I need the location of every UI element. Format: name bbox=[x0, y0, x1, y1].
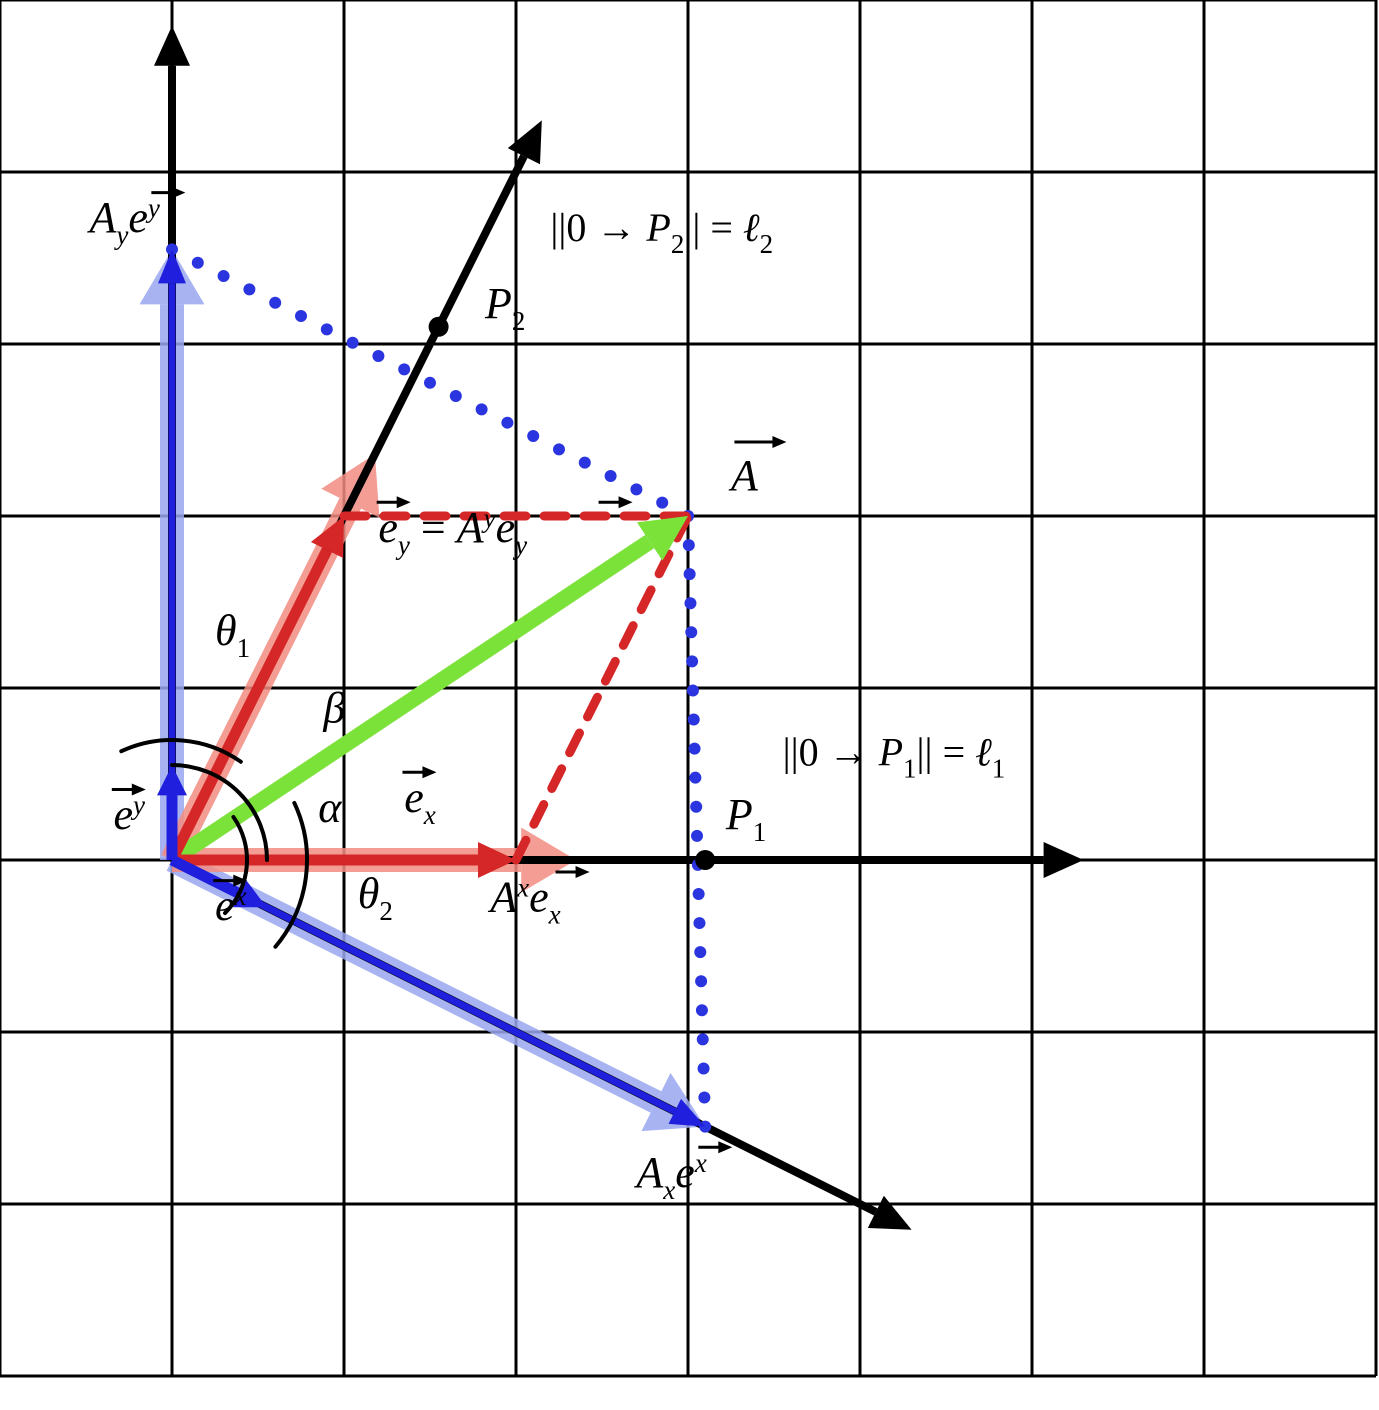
label-beta: β bbox=[322, 683, 345, 732]
dotted-from-A-to-Axex bbox=[682, 510, 711, 1133]
label-l1: ||0 → P1|| = ℓ1 bbox=[783, 729, 1006, 783]
label-Axup-ex: Axex bbox=[487, 873, 560, 930]
label-Ay-ey: Ayey bbox=[86, 193, 159, 250]
vector-Ax-ex bbox=[172, 860, 705, 1127]
label-ex: ex bbox=[404, 773, 436, 830]
label-dual-ey: ey bbox=[114, 790, 146, 839]
label-Ax-ex: Axex bbox=[633, 1148, 706, 1205]
point-P1 bbox=[695, 850, 715, 870]
label-theta1: θ1 bbox=[215, 606, 250, 663]
overarrow-A bbox=[734, 436, 786, 448]
label-dual-ex: ex bbox=[215, 881, 247, 930]
overarrow-ey-right bbox=[599, 496, 633, 508]
dotted-from-Ayey-to-A bbox=[166, 243, 694, 522]
point-P2 bbox=[429, 317, 449, 337]
label-ey-eq: ey = Ayey bbox=[378, 503, 527, 560]
label-P1: P1 bbox=[725, 790, 766, 847]
label-A: A bbox=[728, 451, 759, 500]
label-P2: P2 bbox=[484, 279, 525, 336]
label-l2: ||0 → P2|| = ℓ2 bbox=[550, 205, 773, 259]
label-theta2: θ2 bbox=[358, 869, 393, 926]
label-alpha: α bbox=[318, 783, 342, 832]
